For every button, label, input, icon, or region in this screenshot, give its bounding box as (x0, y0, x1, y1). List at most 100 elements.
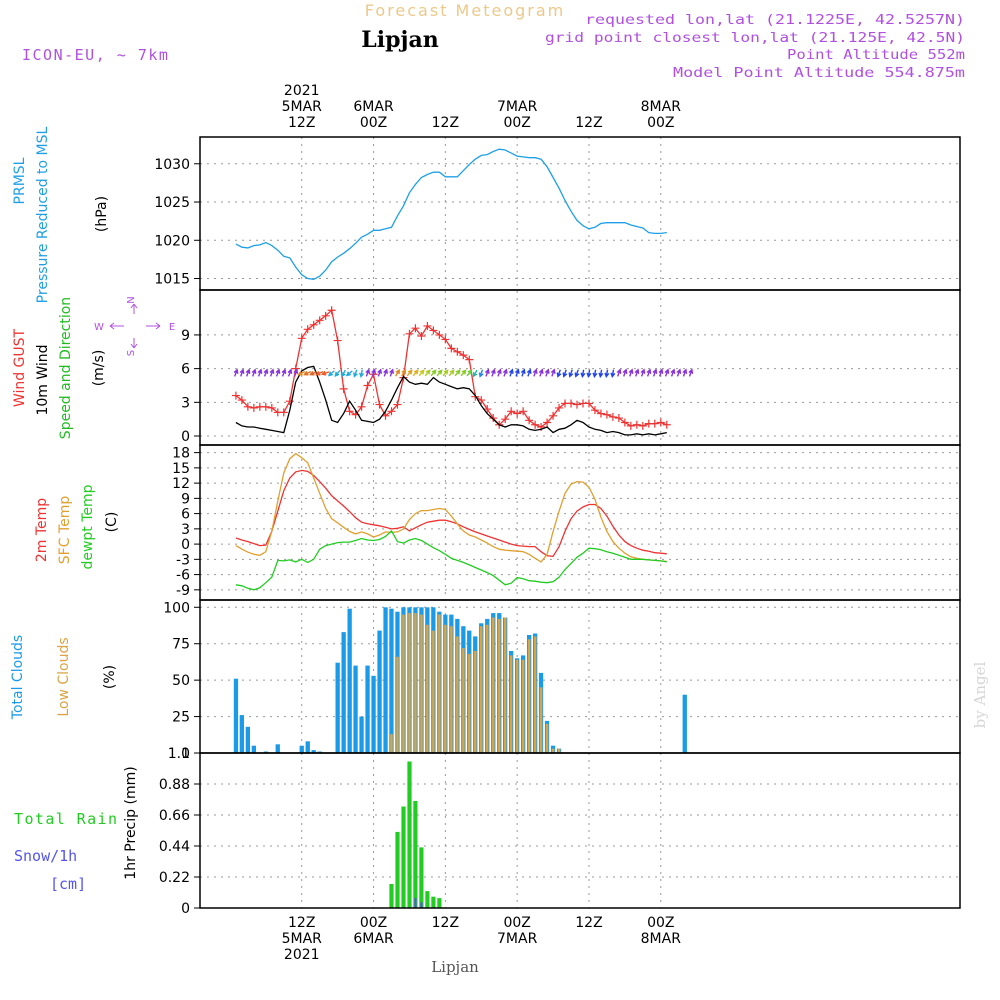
temp-tick-label: 3 (181, 522, 190, 538)
wind-gust-line (235, 308, 668, 428)
precip-tick-label: 0.88 (159, 777, 190, 793)
gust-marker (315, 316, 324, 325)
temp-tick-label: 18 (172, 446, 190, 462)
gust-marker (501, 415, 510, 424)
compass-arrows (109, 303, 161, 349)
clouds-total_clouds-bar (383, 607, 388, 753)
wind-direction-arrow (448, 369, 455, 377)
wind-direction-arrow (664, 368, 670, 377)
wind-tick-label: 6 (181, 362, 190, 378)
wind-direction-arrow (257, 368, 263, 377)
precip-tick-label: 0.44 (159, 839, 190, 855)
clouds-low_clouds-bar (462, 648, 465, 753)
gust-marker (303, 325, 312, 334)
clouds-total_clouds-bar (347, 608, 352, 753)
gust-marker (405, 329, 414, 338)
temp2m-label: 2m Temp (34, 498, 50, 562)
bottom-time-label: 6MAR (353, 931, 394, 947)
wind-direction-arrow (562, 369, 568, 378)
wind-direction-arrow (586, 369, 592, 379)
precip-snow-bar (420, 902, 423, 908)
precip-tick-label: 0.66 (159, 808, 190, 824)
gust-marker (393, 400, 402, 409)
gust-marker (411, 324, 420, 333)
top-time-label: 8MAR (641, 99, 682, 115)
prmsl-label: PRMSL (12, 157, 28, 204)
wind-direction-arrow (646, 368, 652, 377)
header: Forecast Meteogram Lipjan ICON-EU, ~ 7km… (22, 1, 989, 976)
clouds-tick-label: 25 (172, 710, 190, 726)
footer-location: Lipjan (431, 958, 479, 976)
dewpt-label: dewpt Temp (80, 484, 96, 569)
wind-direction-label: Speed and Direction (58, 297, 74, 439)
wind-direction-arrow (412, 369, 419, 377)
pressure-pressure-line (235, 148, 667, 280)
gust-marker (531, 420, 540, 429)
clouds-low_clouds-bar (557, 748, 561, 753)
pressure-tick-label: 1030 (154, 157, 190, 173)
wind-gust-label: Wind GUST (12, 328, 28, 407)
bottom-time-label: 00Z (360, 915, 387, 931)
pressure-tick-label: 1020 (154, 233, 190, 249)
wind-tick-label: 9 (181, 328, 190, 344)
gust-marker (267, 403, 276, 412)
wind-direction-arrow (287, 368, 293, 377)
precip-unit-label: 1hr Precip (mm) (123, 766, 139, 879)
gust-marker (297, 334, 306, 343)
precip-frame (199, 752, 961, 909)
gust-marker (435, 330, 444, 339)
gust-marker (590, 406, 599, 415)
clouds-total_clouds-bar (353, 665, 358, 753)
clouds-total_clouds-bar (335, 662, 340, 753)
wind-direction-arrow (532, 368, 538, 377)
gust-marker (650, 419, 659, 428)
top-time-label: 12Z (432, 115, 459, 131)
wind-direction-arrow (281, 368, 287, 377)
wind-direction-arrow (406, 369, 413, 377)
clouds-low_clouds-bar (480, 626, 483, 753)
clouds-low_clouds-bar (420, 614, 423, 753)
gust-marker (333, 336, 342, 345)
clouds-total_clouds-bar (359, 716, 364, 753)
wind-direction-arrow (389, 368, 394, 377)
clouds-low_clouds-bar (486, 624, 489, 753)
wind-direction-arrow (502, 368, 508, 377)
wind-direction-arrow (610, 369, 616, 379)
gust-marker (459, 351, 468, 360)
clouds-low_clouds-bar (533, 636, 537, 753)
bottom-time-label: 00Z (647, 915, 674, 931)
gust-marker (339, 384, 348, 393)
precip-snow-bar (414, 898, 417, 908)
clouds-total_clouds-bar (305, 741, 310, 753)
total-rain-label: Total Rain (14, 810, 117, 828)
compass-south: S (126, 350, 137, 356)
wind-direction-arrow (239, 368, 245, 377)
wind-direction-arrow (514, 368, 520, 377)
point-altitude: Point Altitude 552m (787, 47, 965, 63)
wind-direction-arrow (622, 368, 628, 377)
temp-tick-label: -6 (176, 568, 190, 584)
gust-marker (525, 416, 534, 425)
temp-unit-label: (C) (104, 512, 120, 533)
precip-tick-label: 0 (181, 901, 190, 917)
gust-marker (638, 421, 647, 430)
clouds-low_clouds-bar (515, 659, 519, 753)
clouds-low_clouds-bar (432, 630, 435, 753)
wind-direction-arrow (395, 368, 400, 377)
pressure-unit-label: (hPa) (94, 196, 110, 232)
wind-direction-arrow (670, 368, 676, 377)
gust-marker (555, 403, 564, 412)
gust-marker (632, 420, 641, 429)
gust-marker (507, 407, 516, 416)
clouds-total_clouds-bar (251, 745, 256, 753)
clouds-low_clouds-bar (450, 626, 453, 753)
wind-direction-arrow (454, 369, 461, 377)
clouds-low_clouds-bar (438, 614, 441, 753)
clouds-low_clouds-bar (414, 613, 417, 753)
gust-marker (357, 402, 366, 411)
clouds-total_clouds-bar (377, 630, 382, 753)
clouds-tick-label: 75 (172, 637, 190, 653)
precip-rain-bar (401, 806, 406, 908)
clouds-tick-label: 100 (163, 600, 190, 616)
wind-direction-arrow (598, 369, 604, 379)
